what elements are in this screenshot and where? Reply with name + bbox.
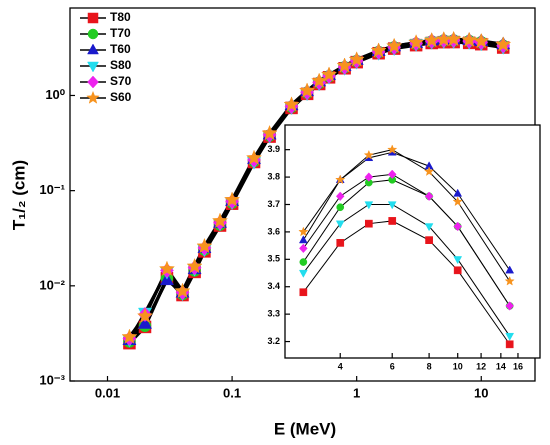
marker: [408, 34, 425, 50]
marker: [336, 57, 353, 73]
y-tick-label: 3.9: [267, 144, 280, 154]
marker: [298, 226, 309, 237]
marker: [445, 30, 462, 47]
y-tick-label: 3.2: [267, 336, 280, 346]
x-tick-label: 6: [390, 361, 395, 371]
marker: [473, 32, 490, 49]
marker: [364, 201, 374, 210]
marker: [311, 72, 328, 88]
marker: [283, 96, 300, 112]
legend-marker: [87, 43, 99, 55]
marker: [387, 169, 397, 180]
marker: [505, 301, 514, 311]
legend-label: T60: [110, 42, 131, 56]
marker: [174, 282, 191, 298]
x-tick-label: 12: [476, 361, 486, 371]
marker: [298, 269, 308, 278]
y-tick-label: 10⁻³: [39, 372, 65, 387]
marker: [504, 275, 515, 286]
marker: [505, 332, 515, 341]
y-tick-label: 3.4: [267, 281, 280, 291]
legend-label: T80: [110, 10, 131, 24]
marker: [223, 191, 241, 207]
marker: [245, 149, 263, 165]
x-axis-label: E (MeV): [274, 419, 336, 438]
y-tick-label: 10⁻²: [39, 277, 65, 292]
legend-label: S70: [110, 74, 132, 88]
y-axis-label: T₁/₂ (cm): [9, 160, 28, 230]
x-tick-label: 1: [353, 385, 360, 400]
marker: [370, 42, 387, 58]
marker: [387, 201, 397, 210]
y-tick-label: 3.3: [267, 309, 280, 319]
legend-label: S80: [110, 58, 132, 72]
marker: [298, 235, 308, 244]
legend-marker: [87, 28, 99, 40]
marker: [299, 288, 308, 297]
marker: [335, 191, 345, 201]
x-tick-label: 16: [513, 361, 523, 371]
marker: [158, 260, 176, 276]
x-tick-label: 4: [338, 361, 343, 371]
marker: [453, 256, 463, 265]
y-tick-label: 10⁻¹: [39, 182, 65, 197]
marker: [363, 149, 374, 160]
marker: [387, 144, 398, 155]
y-tick-label: 3.7: [267, 199, 280, 209]
legend-label: S60: [110, 90, 132, 104]
marker: [423, 166, 435, 176]
legend-label: T70: [110, 26, 131, 40]
marker: [261, 124, 278, 141]
x-tick-label: 0.01: [95, 385, 120, 400]
x-tick-label: 10: [453, 361, 463, 371]
marker: [299, 82, 316, 98]
marker: [364, 219, 373, 228]
marker: [424, 223, 434, 232]
legend-marker: [86, 90, 100, 104]
legend-marker: [87, 75, 99, 89]
marker: [453, 266, 462, 275]
marker: [320, 66, 338, 82]
y-tick-label: 10⁰: [45, 87, 65, 102]
marker: [388, 217, 397, 225]
marker: [121, 328, 138, 344]
marker: [453, 221, 463, 232]
marker: [336, 239, 345, 247]
marker: [348, 51, 365, 67]
x-tick-label: 10: [474, 385, 488, 400]
marker: [505, 340, 514, 349]
marker: [335, 174, 346, 185]
x-tick-label: 8: [427, 361, 432, 371]
y-tick-label: 3.5: [267, 254, 280, 264]
marker: [461, 31, 478, 47]
marker: [299, 258, 308, 266]
marker: [196, 237, 213, 254]
legend-marker: [87, 61, 99, 73]
x-tick-label: 0.1: [223, 385, 241, 400]
marker: [386, 37, 403, 54]
marker: [336, 203, 345, 212]
marker: [495, 36, 512, 52]
marker: [211, 212, 229, 228]
marker: [186, 257, 203, 274]
x-tick-label: 14: [496, 361, 506, 371]
marker: [364, 172, 374, 182]
marker: [424, 191, 434, 201]
marker: [425, 236, 433, 244]
marker: [505, 265, 515, 274]
marker: [335, 220, 345, 229]
marker: [299, 243, 308, 254]
legend-marker: [87, 12, 99, 24]
marker: [136, 307, 154, 324]
y-tick-label: 3.6: [267, 226, 280, 236]
y-tick-label: 3.8: [267, 171, 280, 181]
marker: [452, 196, 463, 207]
marker: [137, 315, 153, 329]
